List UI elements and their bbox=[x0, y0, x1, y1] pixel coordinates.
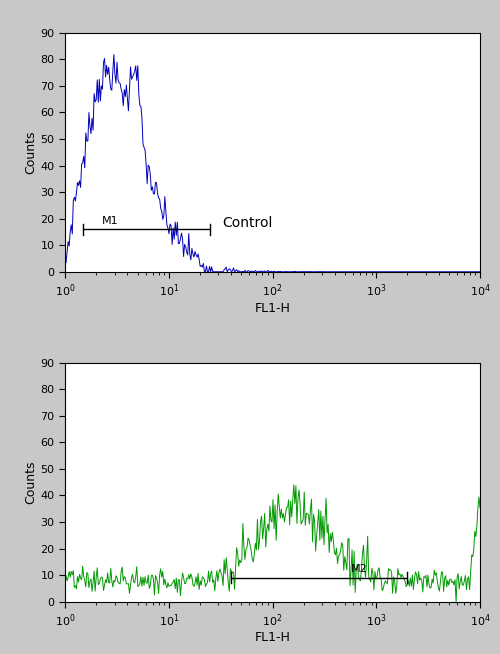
Y-axis label: Counts: Counts bbox=[24, 131, 38, 174]
X-axis label: FL1-H: FL1-H bbox=[254, 632, 290, 644]
Text: M1: M1 bbox=[102, 216, 118, 226]
Text: Control: Control bbox=[222, 216, 272, 230]
Text: M2: M2 bbox=[350, 564, 367, 574]
Y-axis label: Counts: Counts bbox=[24, 460, 38, 504]
X-axis label: FL1-H: FL1-H bbox=[254, 301, 290, 315]
